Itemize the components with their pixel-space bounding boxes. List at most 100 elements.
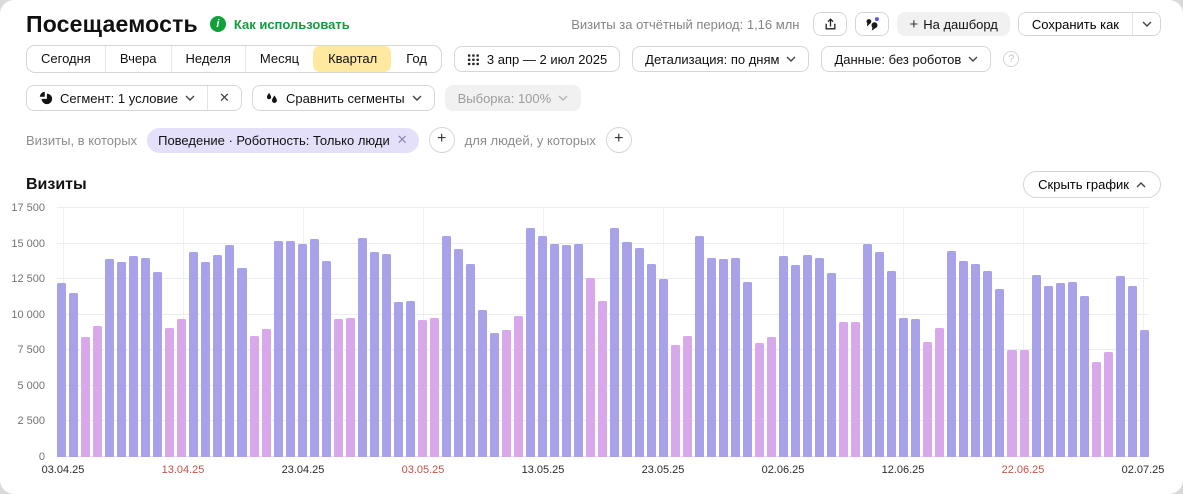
bar-11.05.25[interactable] [514,316,524,457]
bar-14.04.25[interactable] [189,252,199,457]
save-as-button[interactable]: Сохранить как [1018,13,1132,35]
bar-02.05.25[interactable] [405,300,415,457]
bar-12.05.25[interactable] [526,227,536,457]
data-mode-dropdown[interactable]: Данные: без роботов [821,46,992,72]
bar-09.04.25[interactable] [129,256,139,457]
bar-22.05.25[interactable] [646,263,656,457]
bar-19.05.25[interactable] [610,227,620,457]
bar-24.04.25[interactable] [309,239,319,457]
bar-29.04.25[interactable] [369,252,379,457]
bar-04.06.25[interactable] [802,254,812,457]
bar-26.05.25[interactable] [694,236,704,457]
bar-15.04.25[interactable] [201,262,211,457]
tab-4[interactable]: Квартал [313,46,392,72]
bar-17.04.25[interactable] [225,245,235,457]
add-people-condition-button[interactable]: + [605,127,632,153]
bar-23.04.25[interactable] [297,243,307,457]
bar-28.05.25[interactable] [718,259,728,457]
bar-09.06.25[interactable] [863,243,873,457]
bar-22.04.25[interactable] [285,240,295,457]
bar-16.04.25[interactable] [213,254,223,457]
bar-16.06.25[interactable] [947,250,957,457]
bar-11.04.25[interactable] [153,272,163,457]
bar-22.06.25[interactable] [1019,350,1029,457]
bar-19.04.25[interactable] [249,336,259,457]
export-button[interactable] [813,12,848,36]
bar-27.04.25[interactable] [345,317,355,457]
bar-03.05.25[interactable] [417,320,427,457]
bar-13.06.25[interactable] [911,318,921,457]
bar-16.05.25[interactable] [574,243,584,457]
bar-10.05.25[interactable] [502,330,512,457]
bar-04.05.25[interactable] [429,317,439,457]
bar-15.06.25[interactable] [935,327,945,457]
bar-11.06.25[interactable] [887,270,897,457]
bar-05.05.25[interactable] [442,236,452,457]
bar-18.04.25[interactable] [237,267,247,457]
bar-30.04.25[interactable] [381,253,391,457]
add-to-dashboard-button[interactable]: + На дашборд [897,12,1010,36]
compare-segments-dropdown[interactable]: Сравнить сегменты [251,85,435,111]
bar-30.05.25[interactable] [742,282,752,457]
bar-25.06.25[interactable] [1055,283,1065,457]
add-visit-condition-button[interactable]: + [428,127,455,153]
bar-21.04.25[interactable] [273,240,283,457]
tab-5[interactable]: Год [406,51,427,66]
sampling-dropdown[interactable]: Выборка: 100% [444,85,582,111]
bar-08.06.25[interactable] [851,321,861,457]
tab-0[interactable]: Сегодня [41,51,91,66]
bar-05.04.25[interactable] [81,337,91,457]
bar-26.06.25[interactable] [1067,282,1077,457]
bar-08.05.25[interactable] [478,310,488,457]
bar-08.04.25[interactable] [117,262,127,457]
bar-10.04.25[interactable] [141,257,151,457]
info-icon[interactable]: i [209,16,226,32]
bar-15.05.25[interactable] [562,245,572,457]
bar-01.05.25[interactable] [393,301,403,457]
bar-24.05.25[interactable] [670,344,680,457]
bar-01.06.25[interactable] [766,337,776,457]
bar-21.06.25[interactable] [1007,350,1017,457]
bar-18.05.25[interactable] [598,300,608,457]
bar-25.05.25[interactable] [682,336,692,457]
bar-06.05.25[interactable] [454,249,464,457]
bar-02.07.25[interactable] [1139,330,1149,457]
bar-14.05.25[interactable] [550,243,560,457]
tab-1[interactable]: Вчера [104,46,171,72]
bar-29.05.25[interactable] [730,257,740,457]
segment-clear-button[interactable]: ✕ [206,86,241,110]
bar-19.06.25[interactable] [983,270,993,457]
how-to-use-link[interactable]: Как использовать [233,16,350,32]
bar-10.06.25[interactable] [875,252,885,457]
tab-3[interactable]: Месяц [244,46,313,72]
bar-21.05.25[interactable] [634,247,644,457]
chip-close-icon[interactable]: ✕ [396,132,408,147]
bar-17.05.25[interactable] [586,277,596,457]
bar-26.04.25[interactable] [333,318,343,457]
tab-2[interactable]: Неделя [170,46,245,72]
date-range-button[interactable]: 3 апр — 2 июл 2025 [453,46,621,72]
bar-20.06.25[interactable] [995,289,1005,457]
bar-07.04.25[interactable] [105,259,115,457]
bar-28.04.25[interactable] [357,237,367,457]
bar-04.04.25[interactable] [69,293,79,457]
bar-02.06.25[interactable] [778,256,788,457]
bar-30.06.25[interactable] [1115,276,1125,457]
bar-25.04.25[interactable] [321,260,331,457]
detalization-dropdown[interactable]: Детализация: по дням [632,46,810,72]
segment-dropdown[interactable]: Сегмент: 1 условие [27,86,207,110]
bar-20.05.25[interactable] [622,242,632,457]
robots-filter-chip[interactable]: Поведение · Роботность: Только люди ✕ [147,127,419,153]
bar-12.04.25[interactable] [165,327,175,457]
bar-07.05.25[interactable] [466,263,476,457]
bar-03.06.25[interactable] [790,264,800,457]
bar-31.05.25[interactable] [754,343,764,457]
ai-assistant-button[interactable] [855,12,890,36]
bar-06.06.25[interactable] [827,273,837,457]
bar-27.05.25[interactable] [706,257,716,457]
bar-18.06.25[interactable] [971,263,981,457]
bar-14.06.25[interactable] [923,341,933,457]
bar-03.04.25[interactable] [57,283,67,457]
hide-chart-button[interactable]: Скрыть график [1023,171,1161,198]
bar-07.06.25[interactable] [839,321,849,457]
